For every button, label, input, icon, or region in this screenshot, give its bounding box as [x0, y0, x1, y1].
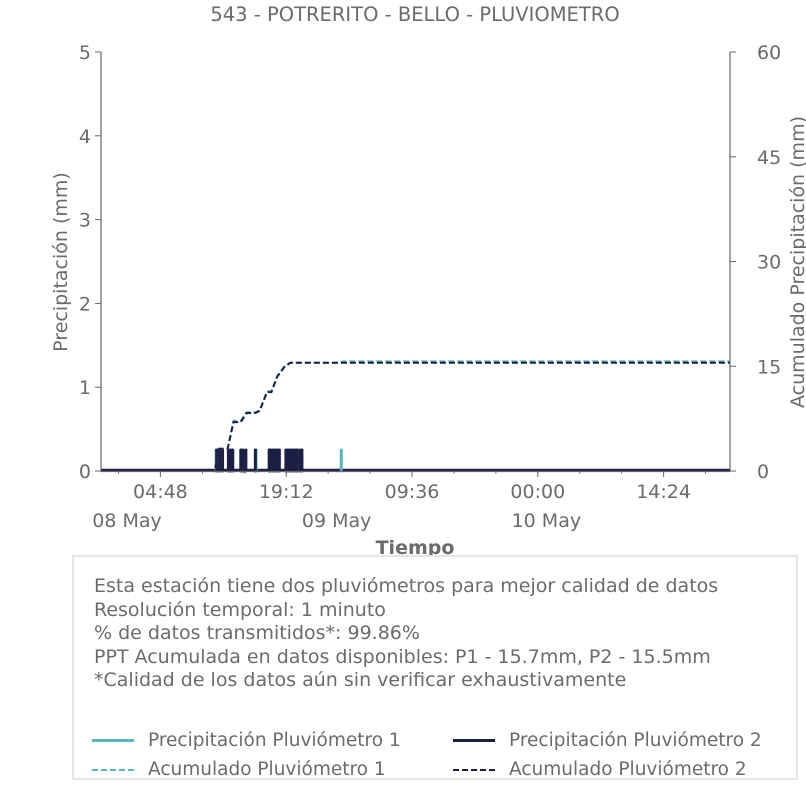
x-tick-label: 04:48	[133, 481, 188, 503]
accum-line	[101, 361, 730, 472]
legend-item-accum-p2: Acumulado Pluviómetro 2	[453, 759, 747, 780]
x-date-label: 08 May	[92, 510, 162, 532]
legend-label: Acumulado Pluviómetro 1	[148, 759, 386, 780]
legend-item-precip-p2: Precipitación Pluviómetro 2	[453, 730, 762, 751]
precipitation-chart: 543 - POTRERITO - BELLO - PLUVIOMETRO 0 1…	[50, 3, 806, 559]
y2-axis-label: Acumulado Precipitación (mm)	[787, 116, 806, 408]
info-line: Esta estación tiene dos pluviómetros par…	[94, 575, 719, 597]
y2-tick-label: 15	[757, 356, 781, 378]
y2-tick-label: 45	[757, 147, 781, 169]
x-date-label: 09 May	[302, 510, 372, 532]
y-tick-label: 1	[79, 377, 91, 399]
legend: Precipitación Pluviómetro 1 Precipitació…	[92, 730, 792, 790]
x-tick-label: 09:36	[385, 481, 440, 503]
info-line: PPT Acumulada en datos disponibles: P1 -…	[94, 645, 711, 668]
legend-swatch-solid	[92, 739, 134, 742]
x-tick-label: 19:12	[259, 481, 314, 503]
legend-swatch-dashed	[453, 768, 495, 771]
info-text: Esta estación tiene dos pluviómetros par…	[94, 575, 718, 693]
info-line: Resolución temporal: 1 minuto	[94, 598, 386, 621]
y-tick-label: 0	[79, 461, 91, 483]
x-tick-label: 00:00	[510, 481, 565, 503]
legend-swatch-solid	[453, 739, 495, 742]
y2-tick-label: 60	[757, 42, 781, 64]
info-box: Esta estación tiene dos pluviómetros par…	[72, 555, 798, 780]
y2-tick-label: 30	[757, 252, 781, 274]
x-date-label: 10 May	[512, 510, 582, 532]
y-tick-label: 2	[79, 293, 91, 315]
legend-label: Precipitación Pluviómetro 1	[148, 730, 401, 751]
legend-label: Acumulado Pluviómetro 2	[509, 759, 747, 780]
x-tick-label: 14:24	[636, 481, 691, 503]
accum-line	[101, 360, 730, 472]
y2-tick-label: 0	[757, 461, 769, 483]
legend-label: Precipitación Pluviómetro 2	[509, 730, 762, 751]
legend-swatch-dashed	[92, 768, 134, 771]
y-tick-label: 5	[79, 42, 91, 64]
y-tick-label: 4	[79, 126, 91, 148]
legend-item-precip-p1: Precipitación Pluviómetro 1	[92, 730, 401, 751]
info-line: *Calidad de los datos aún sin verificar …	[94, 669, 627, 692]
x-axis-label: Tiempo	[376, 537, 455, 559]
info-line: % de datos transmitidos*: 99.86%	[94, 622, 420, 645]
y-tick-label: 3	[79, 210, 91, 232]
y-axis-label: Precipitación (mm)	[50, 172, 72, 352]
legend-item-accum-p1: Acumulado Pluviómetro 1	[92, 759, 386, 780]
chart-title: 543 - POTRERITO - BELLO - PLUVIOMETRO	[210, 3, 619, 26]
